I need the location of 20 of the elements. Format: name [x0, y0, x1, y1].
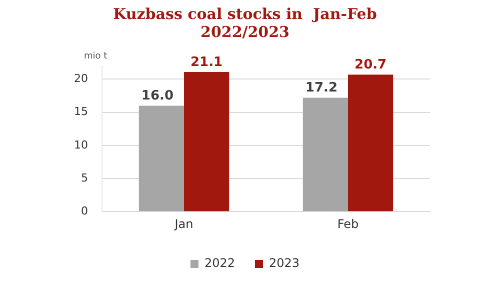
y-tick-label: 5 — [80, 171, 88, 184]
data-label: 17.2 — [305, 80, 338, 96]
bar — [184, 72, 230, 212]
legend-label: 2022 — [204, 256, 236, 270]
x-tick-label: Jan — [174, 216, 194, 231]
y-tick-label: 0 — [80, 204, 88, 218]
text: Kuzbass coal stocks in Jan-Feb — [113, 4, 377, 23]
y-tick-label: 15 — [74, 105, 88, 118]
y-axis-title: mio t — [84, 51, 108, 62]
bar — [348, 74, 394, 212]
data-label: 16.0 — [141, 88, 174, 104]
data-label: 20.7 — [354, 57, 387, 72]
y-tick-label: 20 — [74, 72, 88, 86]
x-tick-label: Feb — [337, 216, 359, 231]
text: 2022/2023 — [200, 22, 290, 41]
bar — [138, 106, 184, 212]
legend-label: 2023 — [269, 256, 300, 270]
data-label: 21.1 — [190, 54, 223, 70]
bar — [302, 98, 348, 212]
y-tick-label: 10 — [74, 138, 88, 152]
